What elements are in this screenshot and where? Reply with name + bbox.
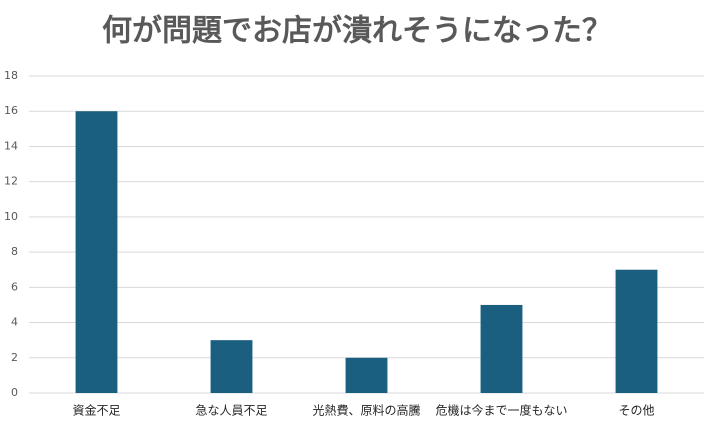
y-tick-label: 4 [11,316,18,329]
bar [345,357,388,393]
x-tick-label: その他 [618,404,654,418]
y-tick-label: 14 [4,139,18,152]
bar [75,111,118,393]
bar [480,304,523,393]
x-tick-label: 光熱費、原料の高騰 [312,403,420,418]
y-tick-label: 10 [4,210,18,223]
chart-title: 何が問題でお店が潰れそうになった？ [102,14,612,49]
y-tick-label: 12 [4,175,18,188]
y-tick-label: 6 [11,280,18,293]
x-tick-label: 危機は今まで一度もない [435,403,567,418]
bar [615,269,658,393]
x-tick-label: 資金不足 [72,403,120,418]
y-tick-label: 8 [11,245,18,258]
y-tick-label: 18 [4,69,18,82]
y-tick-label: 0 [11,386,18,399]
y-tick-label: 2 [11,351,18,364]
bar [210,340,253,393]
x-tick-label: 急な人員不足 [195,403,267,418]
y-tick-label: 16 [4,104,18,117]
